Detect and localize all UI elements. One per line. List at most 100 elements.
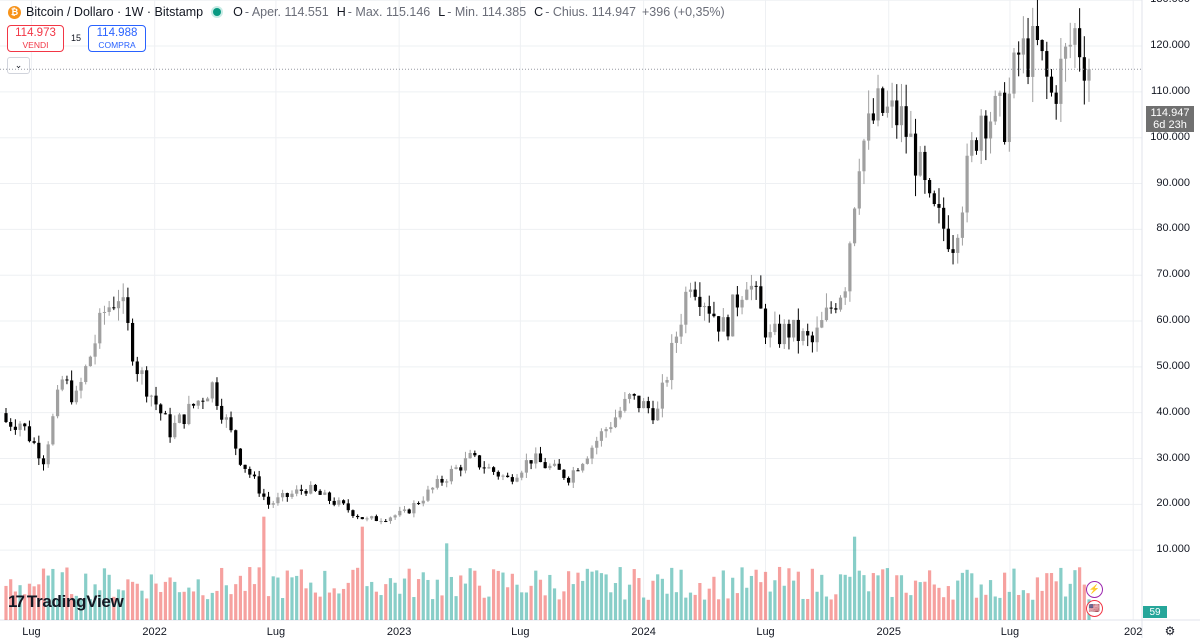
volume-bar [862, 575, 866, 620]
candle-body [84, 366, 88, 383]
candle-body [688, 289, 693, 292]
volume-bar [1063, 596, 1068, 620]
volume-bar [913, 580, 918, 620]
volume-bar [313, 592, 318, 620]
candle-body [749, 285, 754, 290]
candle-body [191, 403, 196, 406]
volume-bar [806, 598, 810, 620]
candle-body [88, 356, 92, 367]
volume-bar [923, 581, 927, 620]
us-flag-event-icon[interactable]: 🇺🇸 [1086, 600, 1103, 617]
volume-bar [942, 597, 946, 620]
candle-body [356, 515, 360, 518]
candle-body [402, 509, 407, 511]
candle-body [548, 465, 552, 469]
candle-body [482, 467, 486, 469]
settings-gear-icon[interactable]: ⚙ [1164, 624, 1176, 638]
candle-body [702, 306, 707, 308]
candle-body [735, 294, 739, 308]
candle-body [876, 88, 880, 121]
volume-bar [84, 573, 88, 620]
volume-bar [201, 595, 205, 620]
volume-bar [1078, 567, 1082, 620]
candle-body [534, 453, 538, 464]
volume-bar [13, 591, 17, 620]
candle-body [276, 497, 280, 504]
candle-body [477, 455, 482, 468]
candle-body [571, 470, 575, 483]
volume-bar [431, 599, 435, 620]
candle-body [956, 237, 960, 253]
low-value: - Min. 114.385 [447, 5, 527, 19]
candle-body [154, 395, 158, 405]
tradingview-logo[interactable]: 17 TradingView [8, 592, 124, 612]
candle-body [1003, 92, 1007, 142]
candle-body [932, 193, 936, 205]
volume-bar [899, 575, 904, 620]
candle-body [126, 297, 130, 323]
flash-event-icon[interactable]: ⚡ [1086, 581, 1103, 598]
candle-body [646, 401, 650, 409]
candle-body [693, 289, 697, 297]
volume-bar [702, 599, 707, 620]
candle-body [913, 133, 918, 176]
volume-bar [159, 591, 163, 620]
candle-body [970, 140, 974, 156]
candle-body [299, 489, 303, 491]
candle-body [562, 469, 566, 478]
volume-bar [543, 595, 547, 620]
candle-body [773, 323, 777, 333]
candle-body [1026, 38, 1030, 77]
bar-countdown: 6d 23h [1153, 119, 1187, 131]
candle-body [524, 460, 529, 473]
volume-bar [918, 582, 922, 620]
volume-bar [243, 590, 247, 620]
volume-bar [651, 580, 655, 620]
candle-body [459, 467, 463, 471]
candle-body [266, 496, 271, 505]
candle-body [1059, 58, 1063, 104]
candle-body [909, 133, 913, 137]
candle-body [787, 323, 791, 338]
candle-body [974, 140, 979, 151]
volume-bar [524, 592, 529, 620]
volume-bar [468, 568, 472, 620]
candle-body [552, 463, 557, 466]
volume-bar [988, 580, 993, 620]
market-open-icon [213, 8, 222, 16]
buy-button[interactable]: 114.988 COMPRA [88, 25, 146, 52]
volume-bar [951, 599, 955, 620]
volume-bar [501, 572, 505, 620]
candle-body [379, 521, 383, 523]
volume-bar [168, 577, 172, 620]
volume-bar [829, 599, 833, 620]
tradingview-logo-text: TradingView [26, 592, 124, 611]
volume-bar [51, 568, 55, 620]
volume-bar [777, 566, 782, 620]
volume-bar [904, 592, 908, 620]
price-tick-label: 30.000 [1156, 451, 1190, 464]
volume-bar [881, 569, 885, 620]
candle-body [173, 422, 177, 438]
candle-body [116, 301, 121, 309]
volume-bar [834, 594, 838, 620]
chart-header: ₿ Bitcoin / Dollaro · 1W · Bitstamp O - … [0, 0, 725, 24]
volume-bar [637, 578, 641, 620]
volume-bar [46, 575, 50, 620]
volume-bar [41, 568, 46, 620]
candle-body [215, 382, 219, 406]
candle-body [862, 140, 866, 172]
collapse-button[interactable]: ⌄ [7, 57, 30, 74]
volume-bar [1012, 568, 1016, 620]
sell-button[interactable]: 114.973 VENDI [7, 25, 64, 52]
volume-bar [463, 583, 468, 620]
candle-body [360, 517, 364, 520]
candle-body [627, 393, 632, 399]
symbol-title[interactable]: Bitcoin / Dollaro · 1W · Bitstamp [26, 5, 204, 19]
volume-bar [70, 594, 74, 620]
candle-body [248, 468, 252, 475]
volume-bar [384, 584, 388, 620]
volume-bar [773, 580, 777, 620]
candle-body [904, 106, 908, 137]
